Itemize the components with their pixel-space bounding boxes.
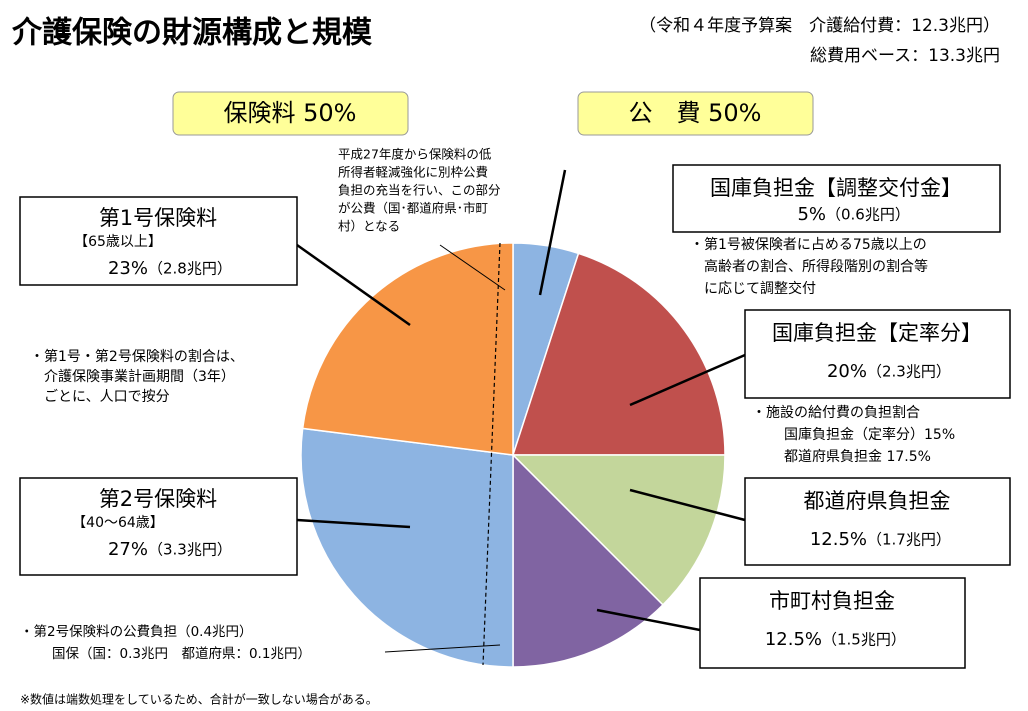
age-note: 【65歳以上】 [74,234,162,250]
label-box [699,577,966,669]
pie-slice [300,427,514,668]
note-line [384,644,501,653]
note: 平成27年度から保険料の低 [338,147,492,162]
note: 介護保険事業計画期間（3年） [44,369,235,385]
value-label: 12.5% [765,629,822,650]
pie-slice [511,454,726,606]
leader-line [629,488,746,522]
group-label: 公 費 50% [629,99,762,127]
note-line [439,244,506,291]
note: 所得者軽減強化に別枠公費 [338,165,488,180]
value-label: 12.5% [810,529,867,550]
category-label: 第2号保険料 [99,487,217,511]
label-box [19,477,298,576]
pie-slice [511,252,726,456]
group-label: 保険料 50% [224,99,357,127]
age-note: 【40～64歳】 [72,515,164,531]
note: ごとに、人口で按分 [44,389,170,405]
amount-label: （2.3兆円） [867,363,951,381]
value-label: 23% [108,258,148,279]
note: に応じて調整交付 [704,280,816,297]
subtitle: （令和４年度予算案 介護給付費：12.3兆円） [639,16,1000,36]
label-box [744,477,1011,566]
amount-label: （1.5兆円） [822,631,906,649]
value-label: 23% [108,258,148,279]
group-box [172,91,409,136]
category-label: 市町村負担金 [769,589,895,613]
group-box [577,91,814,136]
label-box [744,309,1011,399]
title: 介護保険の財源構成と規模 [11,16,372,51]
leader-line [296,518,411,529]
note: 負担の充当を行い、この部分 [338,183,501,198]
amount-label: （1.7兆円） [867,531,951,549]
pie-slice [512,453,664,668]
note: 都道府県負担金 17.5% [784,449,931,465]
value-label: 12.5% [810,529,867,550]
category-label: 国庫負担金【調整交付金】 [710,176,962,200]
amount-label: （3.3兆円） [148,541,232,559]
value-label: 20% [827,361,867,382]
pie-slice [301,242,514,456]
footnote: ※数値は端数処理をしているため、合計が一致しない場合がある。 [20,692,378,707]
value-label: 5% [797,204,826,225]
note: ・施設の給付費の負担割合 [752,404,920,421]
amount-label: （2.8兆円） [148,260,232,278]
note: 高齢者の割合、所得段階別の割合等 [704,258,928,275]
dashed-line [482,242,501,666]
note: 国保（国：0.3兆円 都道府県：0.1兆円） [52,646,311,662]
note: 村）となる [338,219,400,234]
leader-line [596,608,701,632]
value-label: 20% [827,361,867,382]
value-label: 5% [797,204,826,225]
label-box [672,164,1001,233]
leader-line [296,243,411,327]
note: ・第2号保険料の公費負担（0.4兆円） [20,623,253,640]
leader-line [538,169,567,296]
note: ・第1号・第2号保険料の割合は、 [30,348,244,365]
category-label: 都道府県負担金 [804,489,951,513]
category-label: 国庫負担金【定率分】 [772,321,982,345]
subtitle: 総費用ベース：13.3兆円 [810,46,1000,66]
note: 国庫負担金（定率分）15% [784,426,955,443]
note: ・第1号被保険者に占める75歳以上の [690,236,927,253]
value-label: 27% [108,539,148,560]
value-label: 27% [108,539,148,560]
label-box [19,196,298,286]
note: が公費（国･都道府県･市町 [338,201,488,216]
amount-label: （0.6兆円） [826,206,910,224]
category-label: 第1号保険料 [99,206,217,230]
value-label: 12.5% [765,629,822,650]
leader-line [629,353,746,407]
